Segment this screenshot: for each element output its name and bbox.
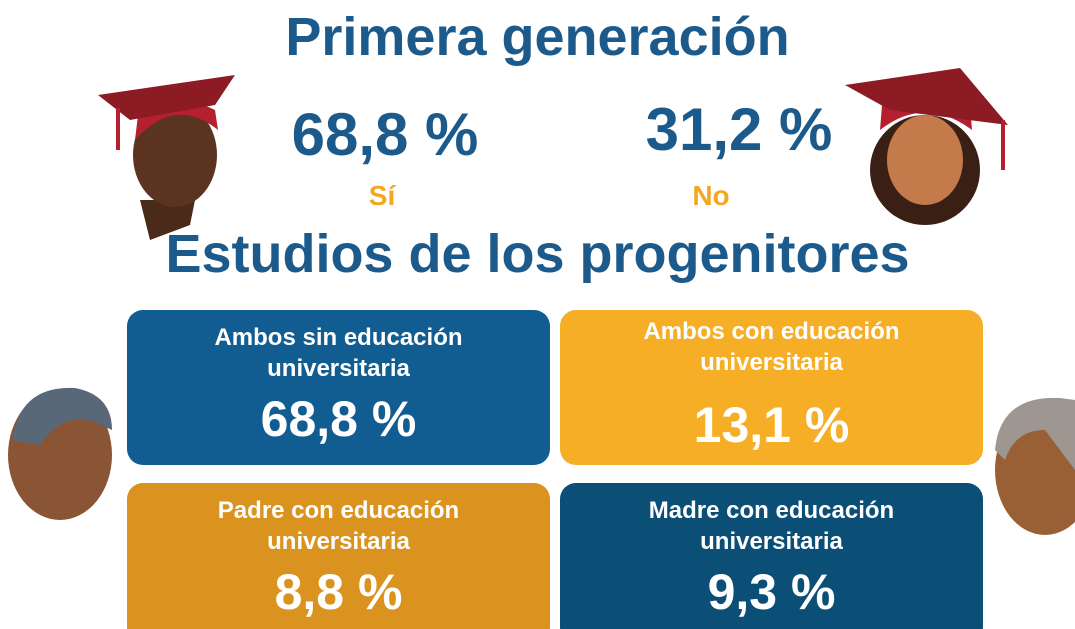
student-man bbox=[98, 75, 235, 240]
card: Padre con educación universitaria 8,8 % bbox=[127, 483, 550, 629]
card: Ambos sin educación universitaria 68,8 % bbox=[127, 310, 550, 465]
card: Ambos con educación universitaria 13,1 % bbox=[560, 310, 983, 465]
card-value: 8,8 % bbox=[127, 563, 550, 621]
stat-label: Sí bbox=[232, 180, 532, 212]
infographic: Primera generación 68,8 % Sí 31,2 % No E… bbox=[0, 0, 1075, 629]
card: Madre con educación universitaria 9,3 % bbox=[560, 483, 983, 629]
stat-label: No bbox=[561, 180, 861, 212]
card-label: Ambos con educación universitaria bbox=[612, 316, 932, 378]
father bbox=[8, 388, 112, 520]
card-value: 68,8 % bbox=[127, 390, 550, 448]
card-value: 13,1 % bbox=[560, 396, 983, 454]
card-label: Ambos sin educación universitaria bbox=[179, 322, 499, 384]
stat-value: 31,2 % bbox=[589, 95, 889, 164]
card-value: 9,3 % bbox=[560, 563, 983, 621]
card-label: Madre con educación universitaria bbox=[612, 495, 932, 557]
mother bbox=[995, 398, 1075, 535]
title: Primera generación bbox=[0, 6, 1075, 68]
stat-value: 68,8 % bbox=[235, 100, 535, 169]
card-label: Padre con educación universitaria bbox=[179, 495, 499, 557]
section-title: Estudios de los progenitores bbox=[0, 223, 1075, 285]
